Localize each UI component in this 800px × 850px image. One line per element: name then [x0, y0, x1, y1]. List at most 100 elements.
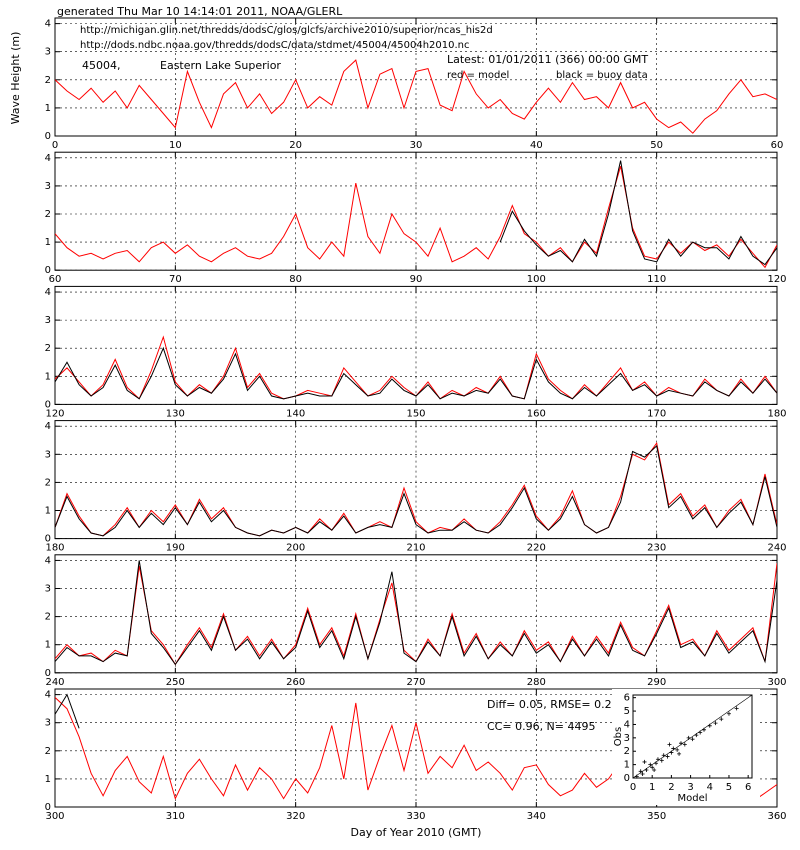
x-tick-label: 300	[767, 677, 786, 688]
y-tick-label: 0	[45, 399, 51, 410]
y-tick-label: 0	[45, 534, 51, 545]
y-tick-label: 4	[45, 421, 51, 432]
x-tick-label: 20	[289, 140, 302, 151]
y-tick-label: 3	[45, 449, 51, 460]
y-tick-label: 4	[45, 690, 51, 701]
x-tick-label: 320	[286, 811, 305, 822]
y-tick-label: 4	[45, 287, 51, 298]
x-tick-label: 120	[767, 274, 786, 285]
x-tick-label: 100	[527, 274, 546, 285]
y-tick-label: 2	[45, 612, 51, 623]
scatter-point	[638, 769, 643, 774]
scatter-point	[675, 747, 680, 752]
station-id: 45004,	[82, 59, 121, 72]
x-axis-label: Model	[677, 793, 707, 804]
stats-annotation: Diff= 0.05, RMSE= 0.22	[487, 698, 619, 711]
scatter-point	[652, 767, 657, 772]
y-tick-label: 3	[45, 315, 51, 326]
x-tick-label: 50	[650, 140, 663, 151]
x-tick-label: 40	[530, 140, 543, 151]
series-line	[499, 160, 777, 266]
stats-annotation: CC= 0.96, N= 4495	[487, 720, 596, 733]
x-tick-label: 80	[289, 274, 302, 285]
scatter-point	[671, 746, 676, 751]
x-tick-label: 350	[647, 811, 666, 822]
x-tick-label: 270	[406, 677, 425, 688]
scatter-point	[634, 774, 639, 779]
x-tick-label: 160	[527, 408, 546, 419]
one-to-one-line	[632, 694, 753, 779]
x-tick-label: 10	[169, 140, 182, 151]
y-tick-label: 1	[45, 237, 51, 248]
x-tick-label: 5	[726, 782, 732, 793]
y-axis-label: Wave Height (m)	[9, 32, 22, 125]
x-tick-label: 170	[647, 408, 666, 419]
scatter-point	[690, 737, 695, 742]
scatter-point	[669, 750, 674, 755]
scatter-point	[648, 762, 653, 767]
series-line	[55, 166, 777, 269]
x-tick-label: 120	[45, 408, 64, 419]
x-tick-label: 250	[166, 677, 185, 688]
scatter-point	[698, 730, 703, 735]
x-tick-label: 300	[45, 811, 64, 822]
y-tick-label: 2	[624, 746, 630, 757]
y-tick-label: 2	[45, 477, 51, 488]
x-tick-label: 0	[630, 782, 636, 793]
scatter-point	[640, 771, 645, 776]
y-tick-label: 3	[45, 47, 51, 58]
x-tick-label: 140	[286, 408, 305, 419]
x-tick-label: 180	[45, 543, 64, 554]
y-tick-label: 1	[45, 640, 51, 651]
y-tick-label: 2	[45, 75, 51, 86]
x-tick-label: 210	[406, 543, 425, 554]
y-tick-label: 4	[45, 153, 51, 164]
source-url: http://michigan.glin.net/thredds/dodsC/g…	[80, 25, 493, 36]
source-url: http://dods.ndbc.noaa.gov/thredds/dodsC/…	[80, 40, 470, 51]
x-tick-label: 260	[286, 677, 305, 688]
scatter-point	[654, 761, 659, 766]
x-tick-label: 240	[767, 543, 786, 554]
y-tick-label: 4	[45, 555, 51, 566]
scatter-point	[659, 758, 664, 763]
scatter-point	[642, 759, 647, 764]
latest-time: Latest: 01/01/2011 (366) 00:00 GMT	[447, 53, 648, 66]
x-tick-label: 130	[166, 408, 185, 419]
y-tick-label: 2	[45, 746, 51, 757]
y-tick-label: 1	[45, 103, 51, 114]
series-line	[55, 441, 777, 537]
y-tick-label: 0	[45, 265, 51, 276]
y-tick-label: 3	[45, 718, 51, 729]
scatter-point	[665, 754, 670, 759]
scatter-point	[686, 735, 691, 740]
scatter-point	[713, 721, 718, 726]
x-tick-label: 4	[707, 782, 713, 793]
legend-entry: black = buoy data	[556, 70, 648, 81]
x-tick-label: 310	[166, 811, 185, 822]
x-tick-label: 70	[169, 274, 182, 285]
x-tick-label: 0	[52, 140, 58, 151]
scatter-point	[650, 765, 655, 770]
scatter-point	[661, 753, 666, 758]
x-tick-label: 340	[527, 811, 546, 822]
scatter-point	[677, 751, 682, 756]
x-tick-label: 6	[745, 782, 751, 793]
inset-frame	[632, 694, 753, 779]
y-tick-label: 0	[45, 668, 51, 679]
y-tick-label: 5	[624, 706, 630, 717]
x-tick-label: 200	[286, 543, 305, 554]
y-tick-label: 1	[45, 506, 51, 517]
series-line	[55, 59, 777, 134]
x-tick-label: 180	[767, 408, 786, 419]
x-tick-label: 330	[406, 811, 425, 822]
y-tick-label: 3	[624, 733, 630, 744]
x-tick-label: 110	[647, 274, 666, 285]
x-tick-label: 60	[771, 140, 784, 151]
y-tick-label: 0	[624, 773, 630, 784]
y-tick-label: 2	[45, 209, 51, 220]
legend-entry: red = model	[447, 70, 509, 81]
x-tick-label: 150	[406, 408, 425, 419]
scatter-point	[726, 711, 731, 716]
x-tick-label: 30	[410, 140, 423, 151]
